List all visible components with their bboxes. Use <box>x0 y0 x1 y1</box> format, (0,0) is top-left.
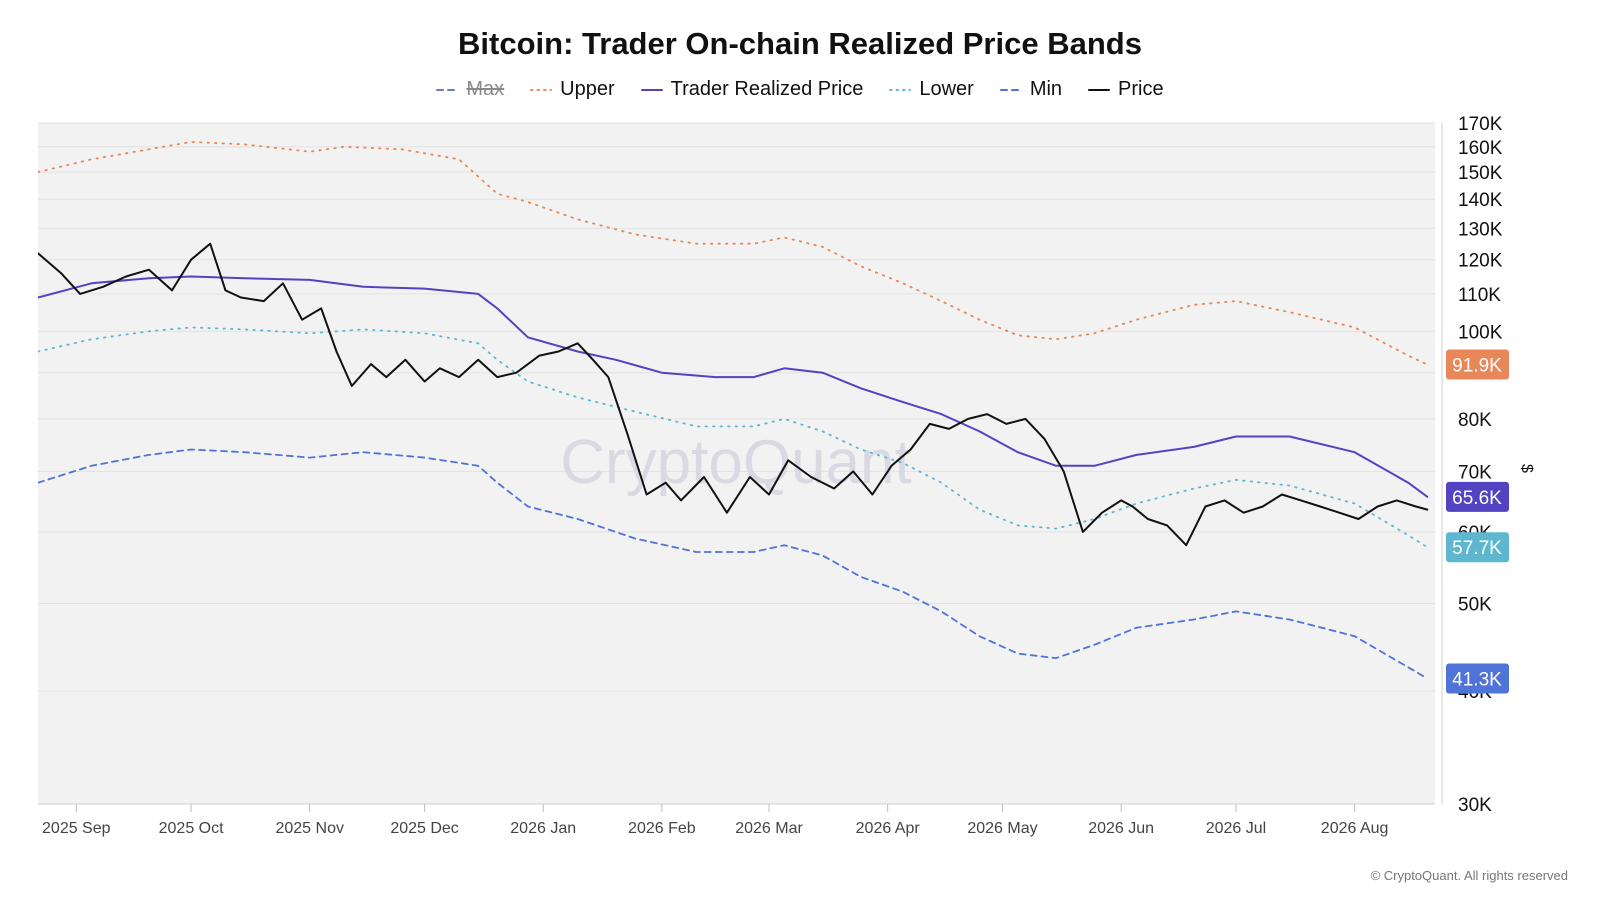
series-line-lower <box>38 326 1429 549</box>
x-tick-label-2026-jul: 2026 Jul <box>1206 820 1267 837</box>
value-badge-trader-realized-price <box>1446 481 1509 512</box>
legend-item-lower[interactable]: Lower <box>889 78 974 101</box>
value-badge-min <box>1446 663 1509 694</box>
series-layer <box>38 141 1429 680</box>
legend-swatch-max <box>436 88 459 91</box>
x-tick-label-2026-aug: 2026 Aug <box>1321 820 1389 837</box>
watermark: CryptoQuant <box>560 428 912 497</box>
plot-area <box>38 123 1435 804</box>
chart-legend: Max Upper Trader Realized Price Lower Min Pri… <box>0 78 1600 101</box>
x-tick-label-2025-oct: 2025 Oct <box>159 820 224 837</box>
copyright-notice: © CryptoQuant. All rights reserved <box>1370 868 1568 883</box>
chart-title: Bitcoin: Trader On-chain Realized Price … <box>458 26 1142 61</box>
value-badges: 91.9K 65.6K 57.7K 41.3K <box>1446 349 1509 694</box>
y-tick-label-100k: 100K <box>1458 322 1503 343</box>
x-tick-label-2025-nov: 2025 Nov <box>275 820 344 837</box>
legend-item-min[interactable]: Min <box>999 78 1063 101</box>
series-line-min <box>38 448 1429 680</box>
x-axis: 2025 Sep 2025 Oct 2025 Nov 2025 Dec 2026 Jan… <box>42 804 1388 837</box>
legend-label-max: Max <box>466 78 505 100</box>
y-tick-label-30k: 30K <box>1458 795 1492 816</box>
y-tick-label-160k: 160K <box>1458 138 1503 159</box>
value-badge-label-trader-realized-price: 65.6K <box>1452 488 1502 509</box>
y-tick-label-50k: 50K <box>1458 594 1492 615</box>
y-tick-label-70k: 70K <box>1458 462 1492 483</box>
value-badge-lower <box>1446 532 1509 563</box>
legend-item-price[interactable]: Price <box>1088 78 1164 101</box>
legend-swatch-min <box>999 88 1022 91</box>
y-tick-label-150k: 150K <box>1458 163 1503 184</box>
legend-swatch-price <box>1088 88 1111 91</box>
value-badge-upper <box>1446 349 1509 380</box>
x-tick-label-2026-mar: 2026 Mar <box>735 820 803 837</box>
legend-label-trader-realized-price: Trader Realized Price <box>670 78 864 100</box>
y-tick-label-170k: 170K <box>1458 114 1503 135</box>
x-tick-label-2025-dec: 2025 Dec <box>390 820 459 837</box>
legend-item-max[interactable]: Max <box>436 78 504 101</box>
y-tick-label-130k: 130K <box>1458 219 1503 240</box>
x-tick-label-2025-sep: 2025 Sep <box>42 820 111 837</box>
y-axis: 30K40K50K60K70K80K90K100K110K120K130K140… <box>1458 114 1503 816</box>
x-tick-label-2026-may: 2026 May <box>967 820 1037 837</box>
legend-label-min: Min <box>1029 78 1063 100</box>
series-line-price <box>38 242 1429 547</box>
y-tick-label-80k: 80K <box>1458 410 1492 431</box>
x-tick-label-2026-apr: 2026 Apr <box>856 820 921 837</box>
value-badge-label-lower: 57.7K <box>1452 538 1502 559</box>
legend-swatch-trader-realized-price <box>640 88 663 91</box>
legend-label-lower: Lower <box>919 78 974 100</box>
x-tick-label-2026-jun: 2026 Jun <box>1088 820 1154 837</box>
x-tick-label-2026-jan: 2026 Jan <box>510 820 576 837</box>
y-tick-label-110k: 110K <box>1458 285 1501 306</box>
y-axis-label: $ <box>1518 464 1535 473</box>
y-tick-label-140k: 140K <box>1458 190 1503 211</box>
legend-item-trader-realized-price[interactable]: Trader Realized Price <box>640 78 864 101</box>
legend-label-upper: Upper <box>560 78 615 100</box>
legend-item-upper[interactable]: Upper <box>530 78 615 101</box>
y-tick-label-120k: 120K <box>1458 251 1503 272</box>
series-line-trader-realized-price <box>38 275 1429 498</box>
x-tick-label-2026-feb: 2026 Feb <box>628 820 696 837</box>
value-badge-label-upper: 91.9K <box>1452 355 1502 376</box>
legend-label-price: Price <box>1118 78 1164 100</box>
value-badge-label-min: 41.3K <box>1452 670 1502 691</box>
